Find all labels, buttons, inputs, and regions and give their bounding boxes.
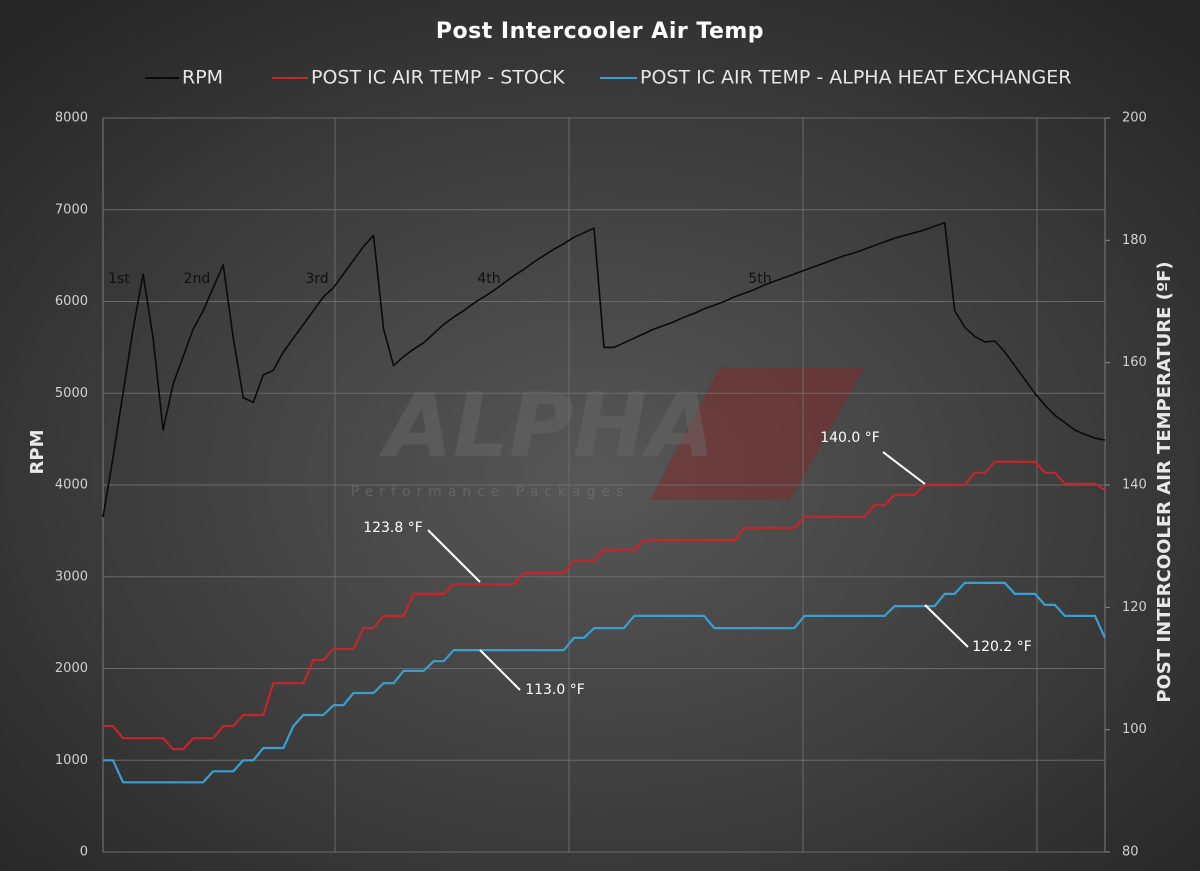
gear-label: 1st: [108, 271, 130, 287]
series-line: [103, 581, 1107, 784]
annotation-leader: [882, 451, 926, 485]
chart-title: Post Intercooler Air Temp: [436, 19, 764, 44]
y-tick-label: 6000: [55, 294, 88, 309]
y-tick-label: 2000: [55, 661, 88, 676]
legend-label: POST IC AIR TEMP - STOCK: [311, 67, 565, 89]
gear-label: 4th: [477, 271, 500, 287]
y-tick-label: 4000: [55, 478, 88, 493]
annotation: 120.2 °F: [972, 639, 1032, 655]
y-tick-label: 8000: [55, 111, 88, 126]
annotation: 113.0 °F: [525, 682, 585, 698]
series-line: [103, 460, 1106, 751]
series-line: [102, 221, 1106, 518]
watermark-tagline: Performance Packages: [351, 484, 630, 500]
gear-label: 2nd: [184, 271, 211, 287]
y-tick-label: 5000: [55, 386, 88, 401]
legend-label: RPM: [182, 67, 223, 89]
legend-label: POST IC AIR TEMP - ALPHA HEAT EXCHANGER: [640, 67, 1071, 89]
y-tick-label: 3000: [55, 569, 88, 584]
annotation-leader: [479, 649, 521, 691]
annotation-leader: [427, 529, 481, 583]
y2-tick-label: 120: [1122, 600, 1147, 615]
annotation-leader: [924, 604, 969, 648]
y2-tick-label: 180: [1122, 233, 1147, 248]
y-tick-label: 0: [80, 845, 88, 860]
watermark-shape: [650, 367, 865, 500]
y2-tick-label: 200: [1122, 111, 1147, 126]
y-tick-label: 7000: [55, 202, 88, 217]
y-axis-title: RPM: [27, 430, 48, 475]
y2-tick-label: 80: [1122, 845, 1139, 860]
watermark-logo: ALPHA: [379, 374, 715, 477]
y2-tick-label: 140: [1122, 478, 1147, 493]
y2-tick-label: 160: [1122, 355, 1147, 370]
y2-tick-label: 100: [1122, 722, 1147, 737]
annotation: 140.0 °F: [820, 430, 880, 446]
annotation: 123.8 °F: [363, 520, 423, 536]
gear-label: 3rd: [305, 271, 328, 287]
y-tick-label: 1000: [55, 753, 88, 768]
y2-axis-title: POST INTERCOOLER AIR TEMPERATURE (ºF): [1154, 261, 1175, 702]
gear-label: 5th: [748, 271, 771, 287]
